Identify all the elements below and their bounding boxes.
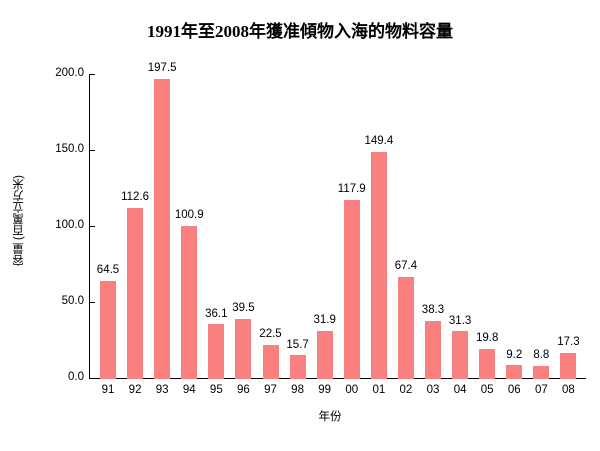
x-axis-tick-label: 98 [291, 384, 304, 396]
bar[interactable]: 197.5 [148, 63, 177, 379]
bar[interactable]: 149.4 [364, 75, 393, 379]
bar-value-label: 67.4 [394, 260, 418, 273]
bar-rect [235, 318, 252, 379]
bar-rect [506, 365, 523, 379]
bar[interactable]: 22.5 [259, 75, 282, 379]
y-axis-tick-mark [90, 378, 95, 379]
bar[interactable]: 39.5 [232, 75, 255, 379]
bar-value-label: 112.6 [121, 191, 150, 204]
bar-rect [397, 276, 414, 379]
bar[interactable]: 15.7 [286, 75, 309, 379]
bar-value-label: 197.5 [147, 62, 177, 75]
bar[interactable]: 9.2 [506, 75, 523, 379]
x-axis-tick-label: 06 [507, 384, 521, 396]
x-axis-tick-label: 08 [562, 384, 575, 396]
x-axis-tick-label: 92 [128, 384, 142, 396]
x-axis-tick-label: 91 [101, 384, 115, 396]
x-axis-tick-label: 97 [264, 384, 277, 396]
x-axis-tick-label: 04 [453, 384, 467, 396]
y-axis-tick-mark [90, 302, 95, 303]
bar-value-label: 19.8 [475, 332, 499, 345]
bar-value-label: 15.7 [286, 338, 309, 351]
bar[interactable]: 8.8 [533, 75, 550, 379]
bar[interactable]: 31.9 [313, 75, 336, 379]
bar-value-label: 17.3 [557, 336, 580, 349]
x-axis-tick-label: 95 [209, 384, 223, 396]
bar-value-label: 39.5 [232, 302, 255, 315]
bar-rect [533, 365, 550, 379]
bar-value-label: 100.9 [174, 209, 204, 222]
y-axis-tick-label: 150.0 [55, 143, 84, 155]
y-axis-title: 容量 (百萬立方米) [13, 175, 25, 267]
x-axis-tick-label: 01 [372, 384, 386, 396]
bar-rect [154, 78, 171, 379]
y-axis-tick-mark [90, 74, 95, 75]
bar[interactable]: 64.5 [96, 75, 120, 379]
bar[interactable]: 67.4 [394, 75, 418, 379]
bar-value-label: 38.3 [421, 304, 445, 317]
bar-value-label: 31.3 [448, 314, 472, 327]
bar-rect [452, 331, 469, 379]
bar-value-label: 9.2 [506, 348, 523, 361]
bar-value-label: 36.1 [205, 307, 228, 320]
bar[interactable]: 117.9 [338, 75, 366, 379]
x-axis-tick-label: 96 [237, 384, 250, 396]
bar-rect [127, 207, 144, 379]
x-axis-tick-label: 05 [480, 384, 494, 396]
bar-value-label: 149.4 [364, 135, 394, 148]
y-axis-tick-mark [90, 226, 95, 227]
bar-rect [289, 355, 306, 379]
bar-value-label: 117.9 [337, 183, 366, 196]
bar-rect [100, 280, 116, 379]
y-axis-tick-label: 100.0 [55, 219, 84, 231]
x-axis-tick-labels: 91 92 93 94 95 96 97 98 99 00 01 02 03 04 05 06 07 08 [89, 0, 586, 451]
bar[interactable]: 36.1 [205, 75, 228, 379]
bar[interactable]: 19.8 [475, 75, 499, 379]
bar-rect [560, 352, 577, 379]
x-axis-tick-label: 93 [155, 384, 169, 396]
x-axis-tick-label: 07 [534, 384, 548, 396]
bar-rect [262, 344, 279, 379]
bar-value-label: 31.9 [313, 314, 336, 327]
x-axis-tick-label: 00 [345, 384, 359, 396]
bar[interactable]: 31.3 [448, 75, 472, 379]
y-axis-tick-labels: 0.0 50.0 100.0 150.0 200.0 [36, 0, 84, 451]
x-axis-tick-label: 94 [182, 384, 196, 396]
bar[interactable]: 100.9 [175, 75, 204, 379]
y-axis-line [89, 74, 90, 379]
chart-title: 1991年至2008年獲准傾物入海的物料容量 [147, 22, 453, 41]
bar-rect [181, 225, 198, 379]
bar-rect [343, 199, 360, 379]
bar-rect [208, 324, 225, 379]
x-axis-tick-label: 03 [426, 384, 440, 396]
bars-layer: 64.5 112.6 197.5 100.9 36.1 39.5 22.5 15.7 31.9 1… [89, 63, 586, 379]
x-axis-line [89, 378, 586, 379]
bar-rect [425, 320, 441, 379]
x-axis-tick-label: 02 [399, 384, 413, 396]
bar[interactable]: 38.3 [421, 75, 445, 379]
bar-rect [316, 330, 333, 379]
bar-rect [479, 348, 496, 379]
x-axis-tick-label: 99 [318, 384, 332, 396]
y-axis-tick-label: 0.0 [68, 371, 84, 383]
y-axis-tick-mark [90, 150, 95, 151]
bar-value-label: 22.5 [259, 328, 282, 341]
y-axis-tick-label: 200.0 [55, 67, 84, 79]
bar[interactable]: 17.3 [557, 75, 580, 379]
bar-value-label: 8.8 [533, 349, 550, 362]
bar-value-label: 64.5 [96, 264, 120, 277]
y-axis-tick-label: 50.0 [61, 295, 84, 307]
bar[interactable]: 112.6 [121, 75, 149, 379]
x-axis-title: 年份 [318, 411, 342, 423]
bar-rect [370, 151, 387, 379]
